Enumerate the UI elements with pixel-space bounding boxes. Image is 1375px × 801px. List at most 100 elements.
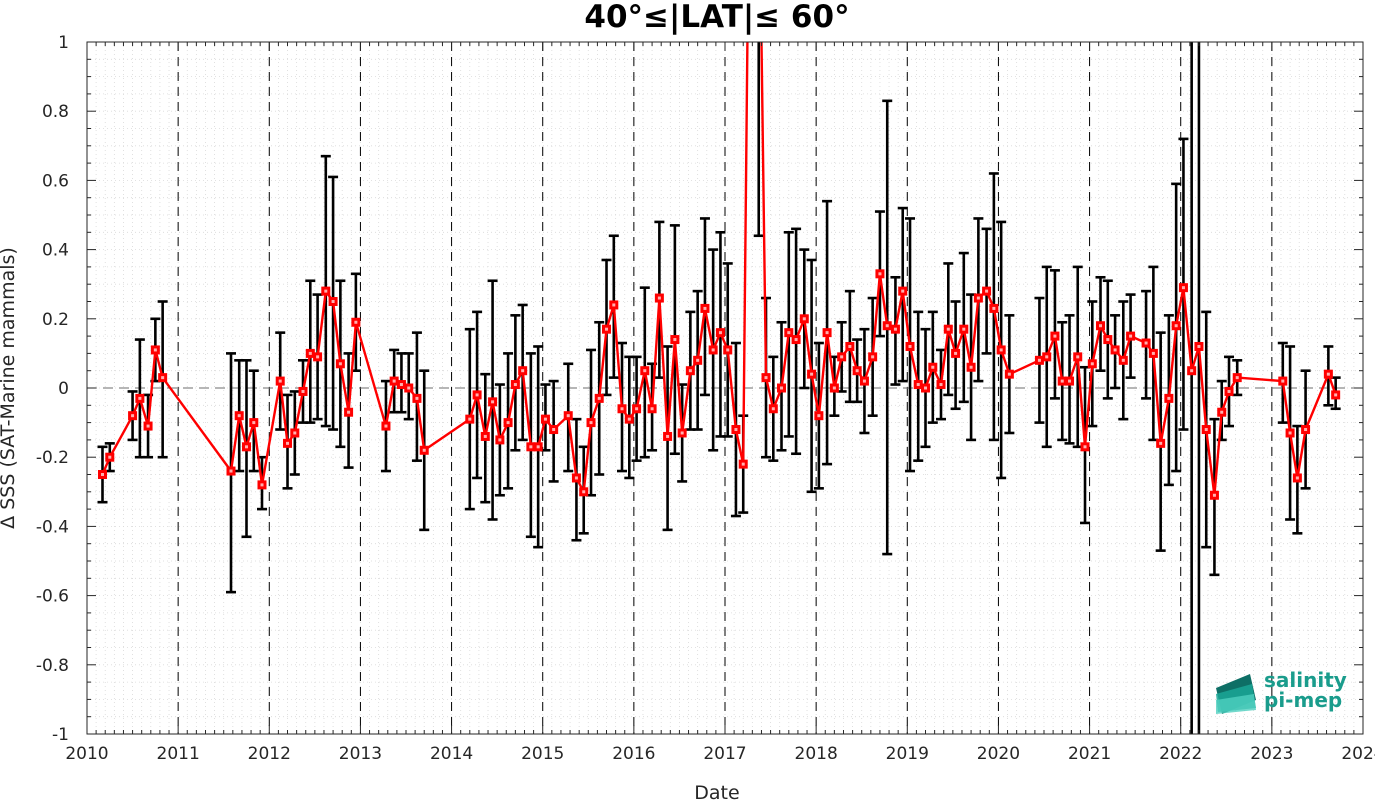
y-tick-label: -0.6 [36, 587, 69, 607]
data-point-center [703, 306, 707, 310]
x-tick-labels: 2010 2011 2012 2013 2014 2015 2016 2017 2018 2019… [65, 744, 1375, 764]
data-point-center [711, 348, 715, 352]
data-point-center [1235, 376, 1239, 380]
y-tick-label: -1 [52, 725, 69, 745]
data-point-center [666, 434, 670, 438]
data-point-center [354, 320, 358, 324]
y-tick-label: -0.2 [36, 448, 69, 468]
axis-ticks [86, 41, 1364, 735]
data-point-center [840, 355, 844, 359]
data-point-center [574, 476, 578, 480]
data-point-center [153, 348, 157, 352]
data-point-center [278, 379, 282, 383]
data-point-center [536, 445, 540, 449]
chart-title: 40°≤|LAT|≤ 60° [584, 0, 849, 35]
x-tick-label: 2017 [703, 744, 746, 764]
data-point-center [1212, 493, 1216, 497]
data-point-center [483, 434, 487, 438]
data-point-center [1326, 372, 1330, 376]
y-tick-label: 0.8 [42, 102, 69, 122]
data-point-center [764, 376, 768, 380]
data-point-center [832, 386, 836, 390]
data-point-center [878, 272, 882, 276]
data-point-center [985, 289, 989, 293]
data-point-center [916, 383, 920, 387]
data-point-center [1174, 324, 1178, 328]
data-point-center [1090, 362, 1094, 366]
x-tick-label: 2012 [248, 744, 291, 764]
data-point-center [871, 355, 875, 359]
data-point-center [491, 400, 495, 404]
data-point-center [1045, 355, 1049, 359]
data-point-center [529, 445, 533, 449]
x-tick-label: 2016 [612, 744, 655, 764]
data-point-center [1144, 341, 1148, 345]
data-point-center [825, 331, 829, 335]
data-point-center [1106, 338, 1110, 342]
data-point-center [1121, 358, 1125, 362]
x-tick-label: 2023 [1250, 744, 1293, 764]
data-point-center [1197, 344, 1201, 348]
data-point-center [802, 317, 806, 321]
data-point-center [1334, 393, 1338, 397]
data-point-center [498, 438, 502, 442]
data-point-center [931, 365, 935, 369]
data-point-center [1304, 428, 1308, 432]
data-point-center [521, 369, 525, 373]
x-tick-label: 2022 [1159, 744, 1202, 764]
data-point-center [1053, 334, 1057, 338]
data-point-center [688, 369, 692, 373]
data-point-center [138, 396, 142, 400]
data-point-center [635, 407, 639, 411]
data-point-center [696, 358, 700, 362]
data-point-center [475, 393, 479, 397]
data-point-center [1068, 379, 1072, 383]
y-tick-label: 0.4 [42, 241, 69, 261]
data-point-center [415, 396, 419, 400]
data-point-center [726, 348, 730, 352]
x-tick-label: 2010 [65, 744, 108, 764]
data-point-center [627, 417, 631, 421]
data-point-center [855, 369, 859, 373]
x-tick-label: 2011 [157, 744, 200, 764]
y-tick-label: 1 [58, 33, 69, 53]
data-point-center [650, 407, 654, 411]
data-point-center [1099, 324, 1103, 328]
data-point-center [787, 331, 791, 335]
data-point-center [946, 327, 950, 331]
logo-wave-icon [1216, 674, 1256, 714]
y-tick-label: -0.4 [36, 517, 69, 537]
data-point-center [1083, 445, 1087, 449]
x-tick-label: 2024 [1341, 744, 1375, 764]
data-point-center [1227, 389, 1231, 393]
data-point-center [734, 428, 738, 432]
data-point-center [1181, 286, 1185, 290]
data-point-center [605, 327, 609, 331]
data-point-center [245, 445, 248, 449]
x-tick-label: 2021 [1068, 744, 1111, 764]
data-point-center [1295, 476, 1299, 480]
data-point-center [468, 417, 472, 421]
data-point-center [1060, 379, 1064, 383]
data-point-center [741, 462, 745, 466]
data-point-center [901, 289, 905, 293]
data-point-center [810, 372, 814, 376]
data-point-center [893, 327, 897, 331]
data-point-center [680, 431, 684, 435]
data-point-center [146, 424, 150, 428]
data-point-center [131, 414, 135, 418]
data-point-center [643, 369, 647, 373]
y-tick-labels: -1 -0.8 -0.6 -0.4 -0.2 0 0.2 0.4 0.6 0.8 1 [36, 33, 69, 745]
data-point-center [392, 379, 396, 383]
data-point-center [1204, 428, 1208, 432]
data-point-center [771, 407, 775, 411]
data-point-center [399, 383, 403, 387]
y-axis-label: Δ SSS (SAT-Marine mammals) [0, 247, 19, 529]
data-point-center [673, 338, 677, 342]
data-point-center [552, 428, 556, 432]
data-point-center [780, 386, 784, 390]
data-point-center [1113, 348, 1117, 352]
data-point-center [422, 448, 426, 452]
data-point-center [513, 383, 517, 387]
